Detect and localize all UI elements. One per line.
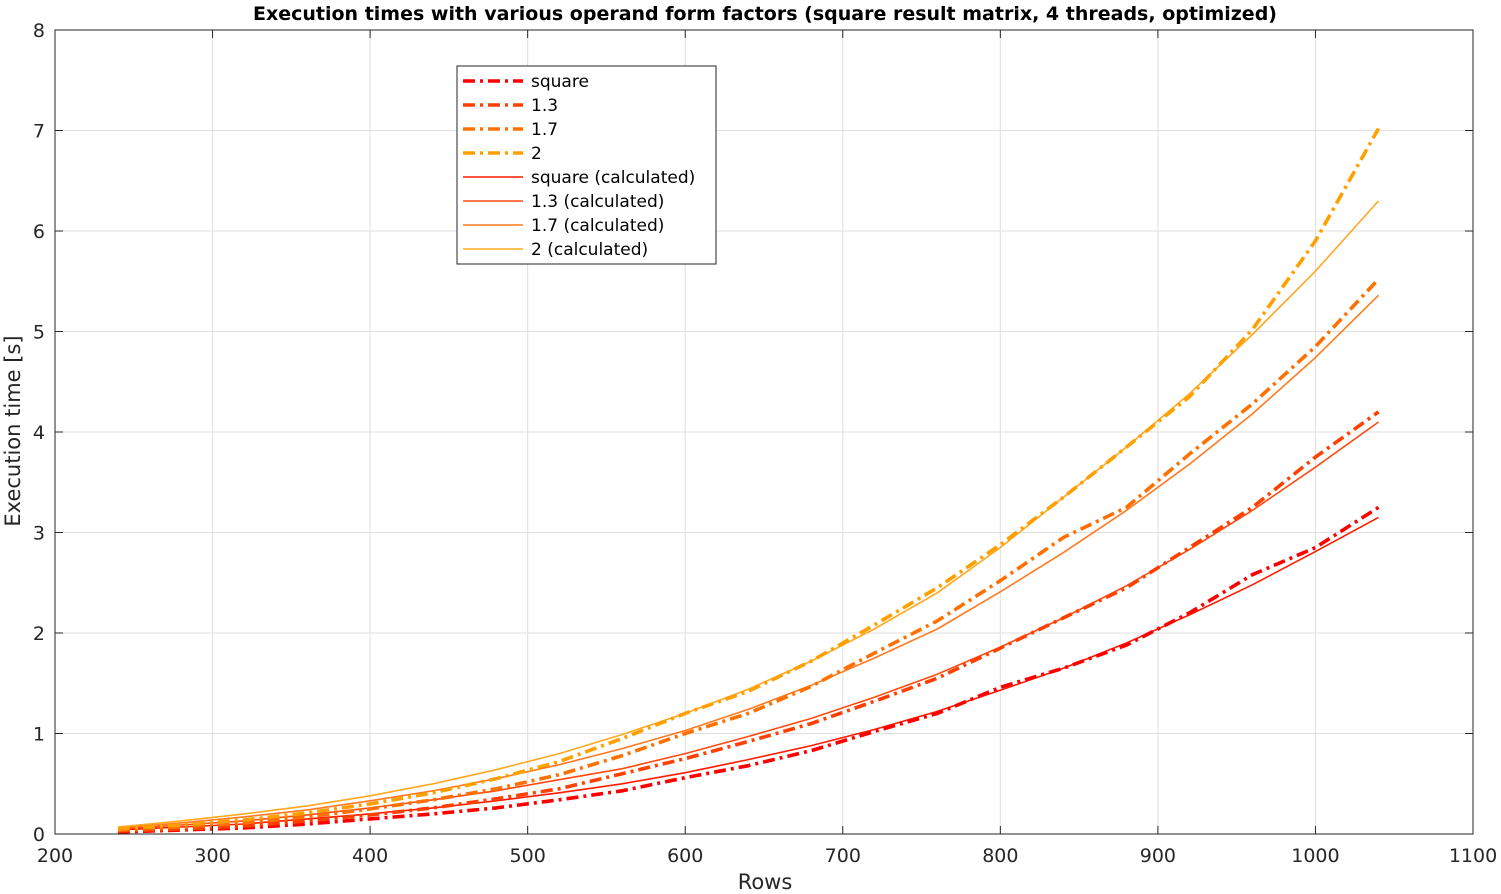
legend-label: square bbox=[531, 72, 589, 92]
x-tick-label: 1100 bbox=[1449, 845, 1497, 867]
x-tick-label: 600 bbox=[667, 845, 703, 867]
legend: square 1.3 1.7 2 square (calculated) 1.3 (cal… bbox=[456, 65, 717, 265]
y-axis-label: Execution time [s] bbox=[1, 335, 25, 526]
series-line-1-7-calculated bbox=[117, 294, 1380, 829]
legend-label: 2 bbox=[531, 144, 542, 164]
x-tick-label: 300 bbox=[194, 845, 230, 867]
y-tick-label: 0 bbox=[33, 824, 45, 846]
x-tick-label: 200 bbox=[37, 845, 73, 867]
series-line-square bbox=[117, 505, 1380, 834]
y-tick-label: 8 bbox=[33, 20, 45, 42]
y-tick-label: 7 bbox=[33, 121, 45, 143]
chart-title: Execution times with various operand for… bbox=[253, 3, 1277, 25]
series-line-1-3-calculated bbox=[117, 421, 1379, 830]
series-line-2 bbox=[117, 127, 1381, 831]
series-line-1-3 bbox=[117, 410, 1380, 833]
x-tick-label: 500 bbox=[510, 845, 546, 867]
legend-box bbox=[456, 65, 717, 265]
y-tick-label: 2 bbox=[33, 623, 45, 645]
plot-series bbox=[117, 127, 1381, 834]
x-axis-label: Rows bbox=[738, 870, 793, 894]
legend-label: 1.7 (calculated) bbox=[531, 216, 664, 236]
legend-label: 1.3 (calculated) bbox=[531, 192, 664, 212]
legend-label: 1.3 bbox=[531, 96, 558, 116]
x-tick-label: 800 bbox=[982, 845, 1018, 867]
series-line-square-calculated bbox=[117, 516, 1379, 831]
legend-label: 1.7 bbox=[531, 120, 558, 140]
y-tick-label: 3 bbox=[33, 523, 45, 545]
y-tick-label: 4 bbox=[33, 422, 45, 444]
y-tick-label: 5 bbox=[33, 322, 45, 344]
legend-label: square (calculated) bbox=[531, 168, 695, 188]
x-tick-label: 700 bbox=[825, 845, 861, 867]
y-tick-label: 6 bbox=[33, 221, 45, 243]
x-tick-label: 900 bbox=[1140, 845, 1176, 867]
y-tick-label: 1 bbox=[33, 724, 45, 746]
legend-label: 2 (calculated) bbox=[531, 240, 648, 260]
series-line-1-7 bbox=[117, 277, 1380, 832]
x-tick-label: 1000 bbox=[1291, 845, 1339, 867]
axis-ticks: 200 300 400 500 600 700 800 900 1000 1100 0 1 2 3 4 5 6 7… bbox=[33, 20, 1497, 867]
grid bbox=[54, 29, 1474, 835]
x-tick-label: 400 bbox=[352, 845, 388, 867]
